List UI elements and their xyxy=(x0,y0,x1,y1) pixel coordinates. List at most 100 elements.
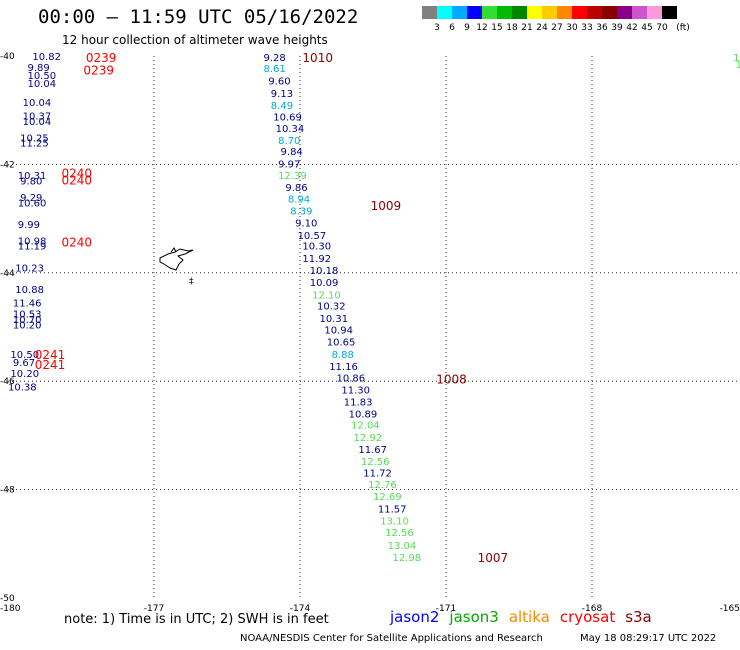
wave-height-value: 8.94 xyxy=(288,195,310,206)
wave-height-value: 11.46 xyxy=(13,299,42,310)
wave-height-value: 10.04 xyxy=(27,79,56,90)
wave-height-value: 9.10 xyxy=(295,218,317,229)
color-scale-label: 36 xyxy=(596,23,608,33)
pressure-label: 1007 xyxy=(478,551,509,565)
wave-height-value: 10.31 xyxy=(18,171,47,182)
wave-height-value: 10.37 xyxy=(23,112,52,123)
wave-height-value: 10.31 xyxy=(319,314,348,325)
color-scale-unit: (ft) xyxy=(676,23,690,33)
wave-height-value: 10.20 xyxy=(13,320,42,331)
wave-height-value: 10.32 xyxy=(317,301,346,312)
color-scale-swatch xyxy=(467,6,482,19)
wave-height-value: 10.04 xyxy=(23,98,52,109)
wave-height-value: 8.39 xyxy=(290,206,312,217)
pass-time-label: 0241 xyxy=(35,358,66,372)
color-scale-label: 42 xyxy=(626,23,638,33)
color-scale-swatch xyxy=(617,6,632,19)
wave-height-value: 9.89 xyxy=(27,63,49,74)
wave-height-value: 12.76 xyxy=(368,480,397,491)
wave-height-value: 10.34 xyxy=(276,124,305,135)
wave-height-value: 10.23 xyxy=(15,263,44,274)
color-scale-swatch xyxy=(512,6,527,19)
wave-height-value: 11.19 xyxy=(18,242,47,253)
wave-height-value: 9.60 xyxy=(268,76,290,87)
wave-height-value: 12.98 xyxy=(392,553,421,564)
lat-tick-label: -46 xyxy=(0,377,15,387)
pass-time-label: 0241 xyxy=(35,348,66,362)
pass-time-label: 0239 xyxy=(83,64,114,78)
legend-entry-altika: altika xyxy=(508,608,550,626)
pressure-label: 1008 xyxy=(436,372,467,386)
color-scale-label: 21 xyxy=(521,23,533,33)
wave-height-value: 10.89 xyxy=(349,410,378,421)
lon-tick-label: -180 xyxy=(0,604,21,614)
wave-height-value: 9.99 xyxy=(18,220,40,231)
wave-height-value: 8.70 xyxy=(278,136,300,147)
color-scale-label: 33 xyxy=(581,23,593,33)
wave-height-value: 10.98 xyxy=(18,236,47,247)
wave-height-value: 10.57 xyxy=(298,231,327,242)
wave-height-value: 10.38 xyxy=(8,383,37,394)
satellite-legend: jason2 jason3 altika cryosat s3a xyxy=(390,608,662,626)
pass-time-label: 0239 xyxy=(86,51,117,65)
color-scale-swatch xyxy=(572,6,587,19)
wave-height-value: 10.09 xyxy=(310,278,339,289)
wave-height-value: 10.30 xyxy=(302,242,331,253)
lon-tick-label: -165 xyxy=(720,604,740,614)
credit-line: NOAA/NESDIS Center for Satellite Applica… xyxy=(240,633,543,644)
lat-tick-label: -48 xyxy=(0,486,15,496)
color-scale-swatch xyxy=(587,6,602,19)
page-subtitle: 12 hour collection of altimeter wave hei… xyxy=(62,33,328,47)
pass-time-label: 0240 xyxy=(62,235,93,249)
lat-tick-label: -44 xyxy=(0,269,15,279)
color-scale-swatch xyxy=(602,6,617,19)
color-scale-swatch xyxy=(662,6,677,19)
wave-height-value: 12.04 xyxy=(351,421,380,432)
color-scale-swatch xyxy=(542,6,557,19)
wave-height-value: 11.25 xyxy=(20,139,49,150)
island-mark: ‡ xyxy=(189,277,194,287)
color-scale-label: 24 xyxy=(536,23,548,33)
pressure-label: 1010 xyxy=(302,51,333,65)
wave-height-value: 10.53 xyxy=(13,309,42,320)
legend-entry-s3a: s3a xyxy=(625,608,652,626)
pass-time-label: 0240 xyxy=(62,167,93,181)
wave-height-value: 13.04 xyxy=(388,541,417,552)
color-scale-label: 12 xyxy=(476,23,488,33)
color-scale-label: 6 xyxy=(449,23,455,33)
wave-height-value: 10.04 xyxy=(23,117,52,128)
wave-height-value: 10.60 xyxy=(18,198,47,209)
page-title: 00:00 – 11:59 UTC 05/16/2022 xyxy=(38,6,359,28)
color-scale-swatch xyxy=(632,6,647,19)
color-scale-swatch xyxy=(557,6,572,19)
wave-height-value: 9.29 xyxy=(20,193,42,204)
color-scale-label: 3 xyxy=(434,23,440,33)
wave-height-value: 8.88 xyxy=(332,350,354,361)
color-scale-label: 27 xyxy=(551,23,563,33)
color-scale-label: 15 xyxy=(491,23,503,33)
lon-tick-label: -168 xyxy=(582,604,603,614)
color-scale-label: 70 xyxy=(656,23,668,33)
wave-height-value: 14.4 xyxy=(733,53,740,64)
wave-height-value: 9.28 xyxy=(264,53,286,64)
lon-tick-label: -177 xyxy=(144,604,164,614)
wave-height-value: 8.61 xyxy=(264,64,286,75)
wave-height-value: 11.72 xyxy=(363,468,392,479)
lat-tick-label: -50 xyxy=(0,594,15,604)
chatham-islands-outline xyxy=(159,247,194,271)
color-scale-label: 45 xyxy=(641,23,653,33)
lon-tick-label: -171 xyxy=(436,604,456,614)
wave-height-value: 11.16 xyxy=(329,362,358,373)
wave-height-value: 13.10 xyxy=(380,516,409,527)
wave-height-value: 12.69 xyxy=(373,492,402,503)
lon-tick-label: -174 xyxy=(290,604,311,614)
wave-height-value: 9.67 xyxy=(13,358,35,369)
wave-height-value: 11.92 xyxy=(302,254,331,265)
wave-height-value: 12.39 xyxy=(278,171,307,182)
wave-height-value: 10.20 xyxy=(10,369,39,380)
legend-entry-jason3: jason3 xyxy=(449,608,499,626)
wave-height-value: 10.50 xyxy=(27,71,56,82)
color-scale-swatch xyxy=(482,6,497,19)
wave-height-value: 10.50 xyxy=(10,350,39,361)
